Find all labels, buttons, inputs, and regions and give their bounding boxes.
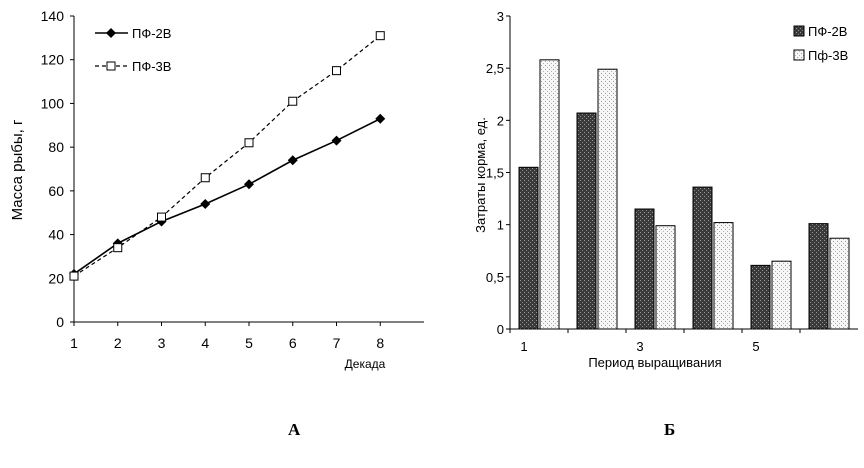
chart-a-series-line [73,118,381,275]
chart-a-point [244,138,254,148]
chart-a-point [157,212,166,222]
chart-a-point [69,271,79,281]
chart-a-point [200,173,210,183]
chart-b-y-tick-label: 0,5 [486,270,504,285]
chart-b-x-axis-label: Период выращивания [588,355,721,370]
chart-b-legend-label: Пф-3В [808,48,848,63]
chart-a-point [332,66,341,76]
chart-b-legend-swatch [793,25,805,37]
panel-label-b: Б [664,420,676,439]
chart-b-legend-label: ПФ-2В [808,24,847,39]
chart-a-point [331,135,342,146]
chart-b-bar [750,264,771,330]
chart-b-bar [771,260,792,330]
chart-b-x-tick-label: 5 [752,339,759,354]
chart-b-y-tick-label: 2,5 [486,61,504,76]
chart-a-x-tick-label: 6 [289,335,297,351]
chart-a-point [200,198,211,209]
chart-b-x-tick-label: 1 [520,339,527,354]
chart-a-legend-marker [106,28,116,38]
chart-b-y-tick-label: 3 [497,9,504,24]
chart-a-y-tick-label: 40 [48,227,64,243]
chart-a-x-tick-label: 8 [376,335,384,351]
chart-a-y-tick-label: 80 [48,139,64,155]
chart-a-series-line [73,35,381,277]
chart-a-legend: ПФ-2В ПФ-3В [95,26,171,74]
line-chart-fish-mass: Масса рыбы, г Декада 0 20 40 60 80 100 120 140 1… [9,8,424,371]
chart-a-legend-label: ПФ-2В [132,26,171,41]
chart-b-bar [576,112,597,330]
chart-b-y-tick-label: 0 [497,322,504,337]
panel-label-a: А [288,420,301,439]
chart-b-bar [808,223,829,330]
chart-b-y-axis-label: Затраты корма, ед. [473,117,488,233]
chart-a-point [244,179,254,190]
chart-b-y-tick-label: 1 [497,218,504,233]
chart-a-x-tick-label: 2 [114,335,122,351]
chart-b-y-tick-label: 2 [497,113,504,128]
chart-b-y-tick-label: 1,5 [486,166,504,181]
chart-a-x-tick-label: 3 [158,335,166,351]
chart-a-x-tick-label: 4 [201,335,209,351]
chart-a-point [375,31,385,41]
chart-a-y-tick-label: 120 [41,52,65,68]
chart-b-bar [518,166,539,330]
chart-a-x-tick-label: 5 [245,335,253,351]
chart-b-bar [655,225,676,330]
chart-a-y-tick-label: 60 [48,183,64,199]
chart-a-y-tick-label: 0 [56,314,64,330]
chart-a-point [113,243,123,253]
chart-b-legend: ПФ-2В Пф-3В [793,24,848,63]
chart-b-bar [539,59,560,330]
chart-a-x-tick-label: 7 [333,335,341,351]
chart-a-y-tick-label: 140 [41,8,65,24]
chart-b-bar [634,208,655,330]
chart-b-bar [692,186,713,330]
chart-a-y-tick-label: 100 [41,95,65,111]
chart-a-x-axis-label: Декада [345,357,386,371]
chart-b-bar [597,68,618,330]
bar-chart-feed-cost: Затраты корма, ед. Период выращивания 0 0… [473,9,858,370]
chart-b-bar [713,222,734,330]
chart-a-legend-label: ПФ-3В [132,59,171,74]
chart-b-legend-swatch [793,49,805,61]
chart-a-point [287,155,298,166]
chart-a-y-axis-label: Масса рыбы, г [9,119,26,220]
chart-a-y-tick-label: 20 [48,270,64,286]
chart-a-point [375,113,386,124]
chart-a-x-tick-label: 1 [70,335,78,351]
chart-a-point [288,96,298,106]
chart-b-bar [829,237,850,330]
chart-b-x-tick-label: 3 [636,339,643,354]
chart-a-legend-marker [106,61,116,71]
